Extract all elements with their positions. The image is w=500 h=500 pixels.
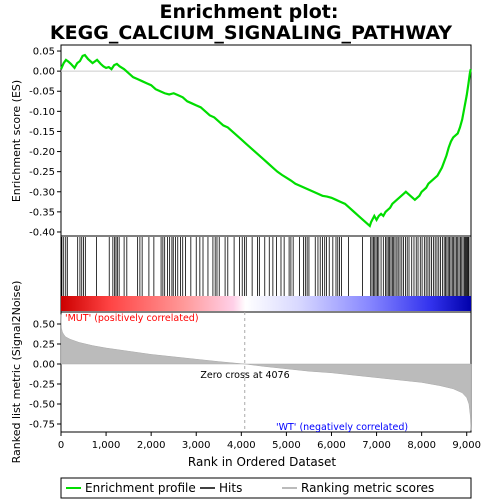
pos-correlated-label: 'MUT' (positively correlated) — [65, 313, 199, 324]
es-ytick-label: -0.15 — [29, 127, 55, 138]
metric-ytick-label: 0.00 — [33, 360, 55, 371]
xtick-label: 8,000 — [407, 440, 436, 451]
xtick-label: 6,000 — [317, 440, 346, 451]
metric-ytick-label: -0.25 — [29, 380, 55, 391]
x-axis-ticks: 0 1,000 2,000 3,000 4,000 5,000 6,000 7,000 8,00… — [58, 432, 481, 451]
legend-enrichment-label: Enrichment profile — [85, 481, 196, 495]
neg-correlated-label: 'WT' (negatively correlated) — [276, 422, 408, 433]
es-axis-ticks: 0.05 0.00 -0.05 -0.10 -0.15 -0.20 -0.25 -0.30 -0… — [29, 47, 471, 238]
xtick-label: 0 — [58, 440, 64, 451]
x-axis-label: Rank in Ordered Dataset — [188, 455, 336, 469]
xtick-label: 2,000 — [137, 440, 166, 451]
es-ytick-label: -0.05 — [29, 87, 55, 98]
hit-marks — [61, 237, 470, 296]
metric-ytick-label: -0.50 — [29, 400, 55, 411]
metric-axis-ticks: 0.50 0.25 0.00 -0.25 -0.50 -0.75 — [29, 320, 61, 431]
es-ytick-label: -0.25 — [29, 167, 55, 178]
es-ytick-label: -0.10 — [29, 107, 55, 118]
chart-title-line2: KEGG_CALCIUM_SIGNALING_PATHWAY — [50, 22, 452, 44]
legend-ranking-label: Ranking metric scores — [301, 481, 434, 495]
es-ytick-label: -0.20 — [29, 147, 55, 158]
xtick-label: 7,000 — [362, 440, 391, 451]
enrichment-profile-line — [59, 53, 472, 228]
legend-box — [60, 477, 472, 499]
es-ytick-label: -0.35 — [29, 207, 55, 218]
legend-hits-label: Hits — [219, 481, 242, 495]
es-ylabel: Enrichment score (ES) — [10, 80, 23, 202]
xtick-label: 3,000 — [182, 440, 211, 451]
xtick-label: 9,000 — [452, 440, 481, 451]
metric-ytick-label: -0.75 — [29, 420, 55, 431]
es-panel-frame — [60, 44, 472, 237]
es-ytick-label: 0.05 — [33, 47, 55, 58]
metric-ylabel: Ranked list metric (Signal2Noise) — [10, 281, 23, 464]
rank-color-bar — [61, 296, 471, 311]
es-ytick-label: -0.40 — [29, 227, 55, 238]
metric-ytick-label: 0.50 — [33, 320, 55, 331]
es-ytick-label: 0.00 — [33, 67, 55, 78]
zero-cross-label: Zero cross at 4076 — [200, 370, 289, 381]
xtick-label: 4,000 — [227, 440, 256, 451]
xtick-label: 5,000 — [272, 440, 301, 451]
es-ytick-label: -0.30 — [29, 187, 55, 198]
metric-ytick-label: 0.25 — [33, 340, 55, 351]
chart-title-line1: Enrichment plot: — [160, 1, 339, 23]
ranking-metric-area — [60, 314, 472, 431]
xtick-label: 1,000 — [92, 440, 121, 451]
